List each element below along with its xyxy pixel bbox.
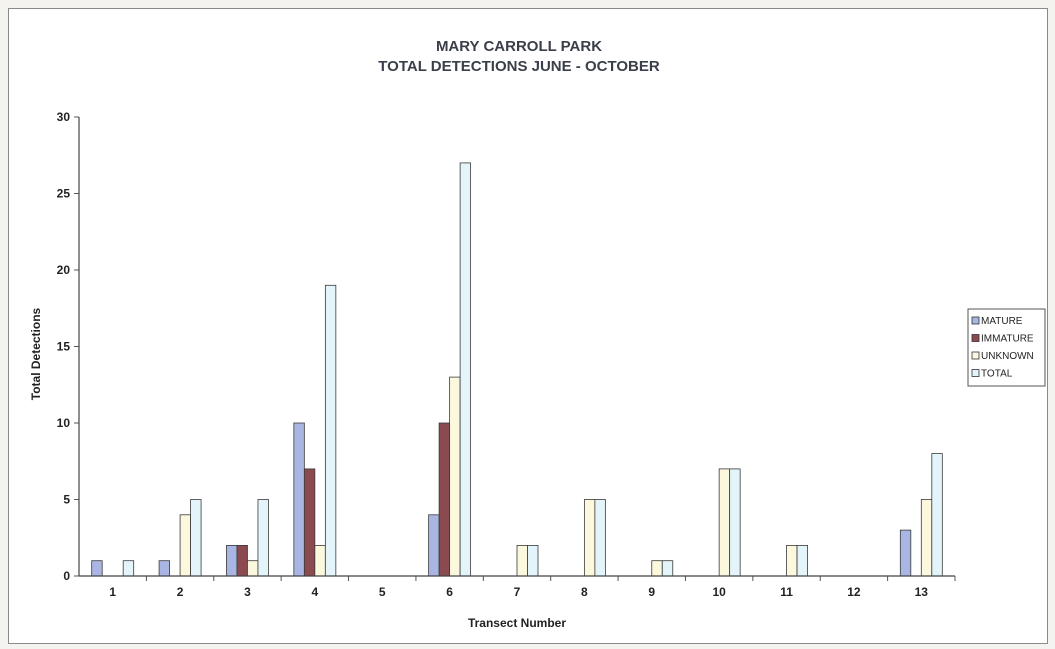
bar-immature-6 [438, 422, 451, 577]
x-tick-label: 1 [109, 585, 116, 599]
bar-total-4 [324, 284, 337, 577]
legend-label-unknown: UNKNOWN [981, 351, 1034, 362]
bar-unknown-10 [718, 468, 731, 577]
bar-total-6 [459, 162, 472, 577]
bar-unknown-13 [920, 499, 933, 577]
x-tick-label: 7 [514, 585, 521, 599]
bar-unknown-8 [583, 499, 596, 577]
bar-immature-4 [303, 468, 316, 577]
bar-total-3 [257, 499, 269, 577]
bar-total-11 [796, 545, 808, 577]
legend: MATURE IMMATURE UNKNOWN TOTAL [967, 308, 1046, 387]
bar-total-1 [122, 560, 135, 577]
bar-mature-4 [293, 422, 305, 577]
bar-unknown-3 [247, 560, 259, 577]
bar-immature-3 [236, 545, 248, 577]
chart-frame: MARY CARROLL PARK TOTAL DETECTIONS JUNE … [8, 8, 1048, 644]
legend-swatch-mature [971, 316, 980, 325]
bar-total-13 [931, 453, 943, 577]
x-tick-label: 4 [312, 585, 319, 599]
y-tick-label: 0 [63, 569, 70, 583]
x-tick-label: 12 [847, 585, 861, 599]
legend-swatch-total [971, 369, 980, 377]
x-tick-label: 6 [446, 585, 453, 599]
legend-label-mature: MATURE [981, 316, 1023, 327]
bar-total-7 [527, 545, 539, 577]
bar-unknown-4 [314, 545, 326, 577]
y-tick-label: 25 [57, 187, 71, 201]
bar-total-10 [729, 468, 741, 577]
bar-unknown-2 [179, 514, 191, 577]
bar-mature-6 [428, 514, 440, 577]
x-tick-label: 8 [581, 585, 588, 599]
chart-subtitle: TOTAL DETECTIONS JUNE - OCTOBER [378, 58, 660, 75]
bar-total-2 [190, 499, 202, 577]
x-tick-label: 3 [244, 585, 251, 599]
y-axis-label: Total Detections [29, 307, 43, 400]
x-axis-label: Transect Number [468, 616, 566, 630]
bar-total-9 [661, 560, 674, 577]
legend-swatch-immature [971, 334, 980, 342]
bar-mature-3 [226, 545, 238, 577]
bar-mature-1 [91, 560, 103, 577]
legend-label-immature: IMMATURE [981, 334, 1034, 345]
bar-unknown-9 [651, 560, 663, 577]
bar-unknown-11 [786, 545, 798, 577]
bar-mature-2 [158, 560, 170, 577]
bar-total-8 [594, 499, 606, 577]
x-tick-label: 13 [915, 585, 929, 599]
y-tick-label: 30 [57, 110, 71, 124]
x-tick-label: 2 [177, 585, 184, 599]
y-tick-label: 10 [57, 416, 71, 430]
bar-chart: MARY CARROLL PARK TOTAL DETECTIONS JUNE … [29, 38, 1046, 630]
x-tick-label: 9 [648, 585, 655, 599]
x-tick-label: 11 [780, 585, 793, 599]
x-tick-label: 10 [712, 585, 726, 599]
legend-label-total: TOTAL [981, 369, 1013, 380]
y-tick-label: 5 [63, 493, 70, 507]
legend-box [967, 308, 1046, 387]
y-tick-label: 20 [57, 263, 71, 277]
x-tick-label: 5 [379, 585, 386, 599]
bar-unknown-6 [449, 376, 461, 577]
legend-swatch-unknown [971, 351, 980, 360]
bar-mature-13 [899, 529, 912, 577]
chart-title: MARY CARROLL PARK [436, 38, 602, 55]
y-tick-label: 15 [57, 340, 71, 354]
bar-unknown-7 [516, 545, 528, 577]
